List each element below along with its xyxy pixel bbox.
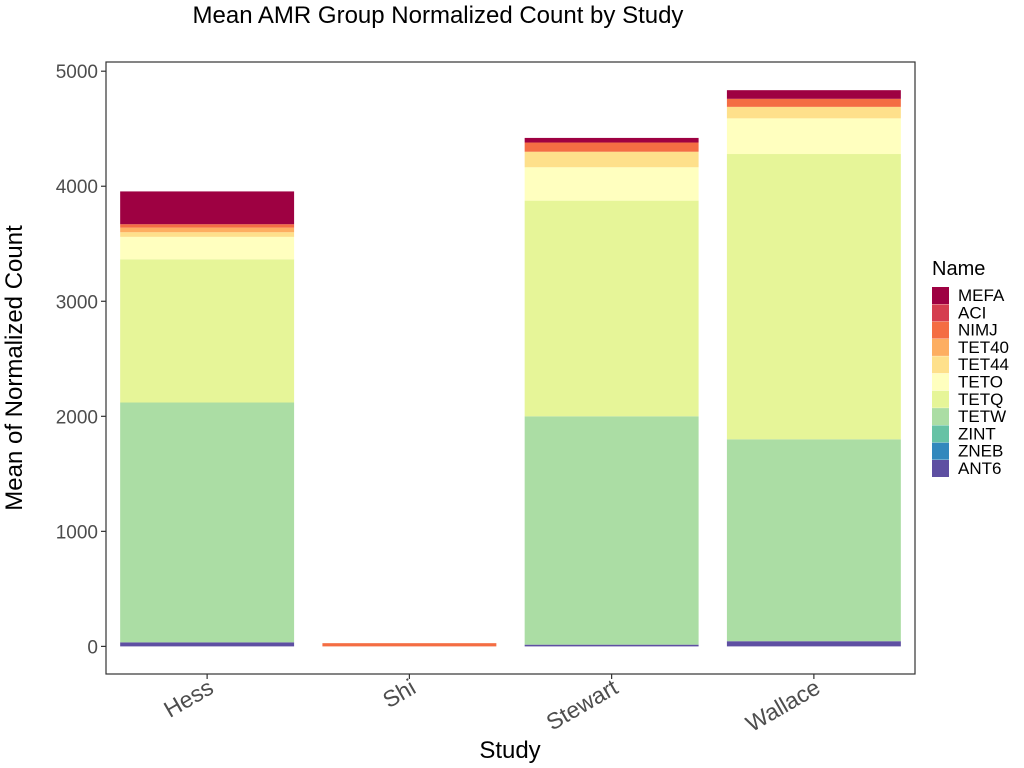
legend-key-zneb — [932, 442, 949, 460]
legend-label-zint: ZINT — [958, 424, 996, 443]
bar-segment-hess-tetq — [120, 259, 295, 403]
bar-segment-hess-mefa — [120, 191, 295, 225]
bar-segment-hess-tet44 — [120, 232, 295, 237]
y-tick-label: 0 — [87, 637, 98, 658]
legend-label-ant6: ANT6 — [958, 459, 1001, 478]
bar-segment-hess-nimj — [120, 224, 295, 228]
bar-segment-stewart-mefa — [524, 137, 699, 143]
legend-label-tet44: TET44 — [958, 355, 1009, 374]
bar-segment-hess-tet40 — [120, 227, 295, 233]
bar-segment-shi-nimj — [322, 643, 497, 647]
legend-label-tetw: TETW — [958, 407, 1006, 426]
y-axis: 0 1000 2000 3000 4000 5000 — [56, 62, 106, 658]
x-tick-label-stewart: Stewart — [542, 674, 623, 736]
legend-label-nimj: NIMJ — [958, 321, 998, 340]
bar-segment-hess-tetw — [120, 402, 295, 643]
bar-segment-wallace-tetw — [726, 439, 901, 642]
legend-key-tet40 — [932, 338, 949, 356]
legend-key-tet44 — [932, 356, 949, 374]
legend-label-zneb: ZNEB — [958, 442, 1003, 461]
legend-key-nimj — [932, 321, 949, 339]
legend-key-mefa — [932, 287, 949, 304]
bar-segment-hess-teto — [120, 236, 295, 260]
bar-segment-stewart-tetw — [524, 416, 699, 645]
bars-layer — [120, 90, 901, 647]
bar-segment-wallace-ant6 — [726, 641, 901, 647]
bar-segment-wallace-nimj — [726, 98, 901, 107]
y-tick-label: 4000 — [56, 177, 98, 198]
y-tick-label: 2000 — [56, 407, 98, 428]
bar-segment-wallace-tet44 — [726, 106, 901, 119]
legend-key-aci — [932, 304, 949, 322]
bar-segment-stewart-tetq — [524, 200, 699, 417]
legend-key-teto — [932, 373, 949, 391]
bar-segment-wallace-tetq — [726, 154, 901, 440]
bar-segment-stewart-ant6 — [524, 644, 699, 647]
legend-key-ant6 — [932, 460, 949, 477]
y-tick-label: 5000 — [56, 62, 98, 83]
bar-segment-wallace-mefa — [726, 90, 901, 99]
bar-segment-wallace-teto — [726, 118, 901, 155]
bar-segment-stewart-nimj — [524, 142, 699, 152]
y-tick-label: 3000 — [56, 292, 98, 313]
legend-label-tetq: TETQ — [958, 390, 1003, 409]
legend-key-tetw — [932, 408, 949, 426]
legend-title: Name — [932, 258, 985, 280]
legend-key-tetq — [932, 390, 949, 408]
x-tick-label-hess: Hess — [159, 674, 217, 723]
legend-key-zint — [932, 425, 949, 443]
x-tick-label-wallace: Wallace — [741, 674, 824, 737]
chart-title: Mean AMR Group Normalized Count by Study — [193, 2, 684, 29]
x-axis: Hess Shi Stewart Wallace — [159, 674, 824, 737]
legend-label-aci: ACI — [958, 303, 986, 322]
bar-segment-stewart-tet44 — [524, 151, 699, 168]
bar-segment-hess-ant6 — [120, 642, 295, 647]
x-tick-label-shi: Shi — [378, 674, 420, 713]
bar-segment-stewart-teto — [524, 167, 699, 201]
legend-label-teto: TETO — [958, 373, 1003, 392]
legend-label-tet40: TET40 — [958, 338, 1009, 357]
legend: Name MEFAACINIMJTET40TET44TETOTETQTETWZI… — [932, 258, 1009, 478]
legend-label-mefa: MEFA — [958, 286, 1005, 305]
x-axis-title: Study — [479, 737, 540, 764]
y-tick-label: 1000 — [56, 522, 98, 543]
y-axis-title: Mean of Normalized Count — [1, 225, 28, 511]
plot-panel-border — [105, 61, 916, 675]
